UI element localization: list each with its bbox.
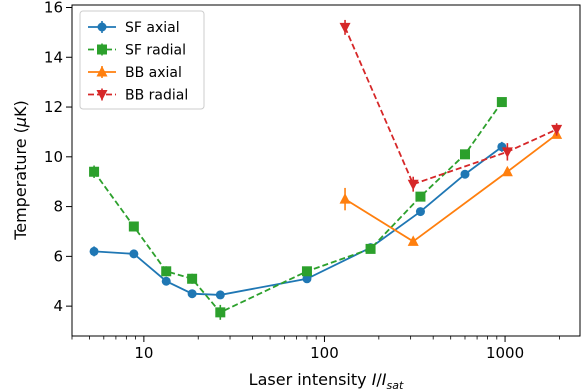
y-tick-label: 12: [44, 98, 63, 116]
y-tick-label: 16: [44, 0, 63, 16]
data-point: [215, 290, 225, 300]
data-point: [551, 124, 563, 136]
legend-label: BB radial: [125, 88, 188, 104]
data-point: [339, 22, 351, 34]
x-tick-label: 1000: [486, 344, 524, 362]
legend-label: SF radial: [125, 43, 186, 59]
y-tick-label: 8: [53, 198, 63, 216]
data-point: [187, 273, 198, 284]
data-point: [365, 243, 376, 254]
data-point: [496, 97, 507, 108]
data-point: [339, 193, 351, 204]
data-point: [460, 169, 470, 179]
legend-label: SF axial: [125, 20, 180, 36]
data-point: [161, 266, 172, 277]
data-point: [501, 147, 513, 158]
series-sf-radial: [89, 97, 507, 320]
data-point: [129, 249, 139, 259]
series-layer: [89, 19, 563, 320]
x-tick-label: 100: [310, 344, 339, 362]
y-axis-label: Temperature (μK): [11, 100, 30, 241]
x-axis-label: Laser intensity I/Isat: [249, 370, 404, 390]
data-point: [302, 274, 312, 284]
ticks-layer: 10 100 1000 4 6 8 10 12 14 16: [44, 0, 560, 362]
series-line: [93, 101, 503, 314]
data-point: [161, 276, 171, 286]
legend-frame: [79, 10, 205, 110]
legend-label: BB axial: [125, 65, 182, 81]
plot-area: [71, 4, 581, 337]
data-point: [89, 246, 99, 256]
data-point: [407, 179, 419, 191]
data-point: [407, 235, 419, 246]
series-line: [94, 146, 503, 296]
data-point: [415, 207, 425, 217]
data-point: [501, 165, 513, 177]
x-tick-label: 10: [134, 344, 153, 362]
legend-marker: [97, 44, 107, 55]
data-point: [301, 266, 312, 277]
plot-frame: [71, 4, 581, 337]
legend-marker: [97, 22, 107, 32]
y-tick-label: 4: [53, 297, 63, 315]
data-point: [215, 307, 226, 318]
series-bb-radial: [339, 19, 563, 192]
data-point: [415, 191, 426, 202]
data-point: [187, 289, 197, 299]
series-line: [344, 27, 558, 186]
data-point: [89, 166, 100, 177]
legend: SF axial SF radial BB axial BB radial: [79, 10, 205, 110]
series-line: [344, 133, 558, 243]
y-tick-label: 6: [53, 247, 63, 265]
y-tick-label: 10: [44, 148, 63, 166]
data-point: [128, 221, 139, 232]
legend-marker: [96, 90, 108, 101]
y-tick-label: 14: [44, 48, 63, 66]
data-point: [459, 149, 470, 160]
legend-marker: [96, 66, 108, 77]
